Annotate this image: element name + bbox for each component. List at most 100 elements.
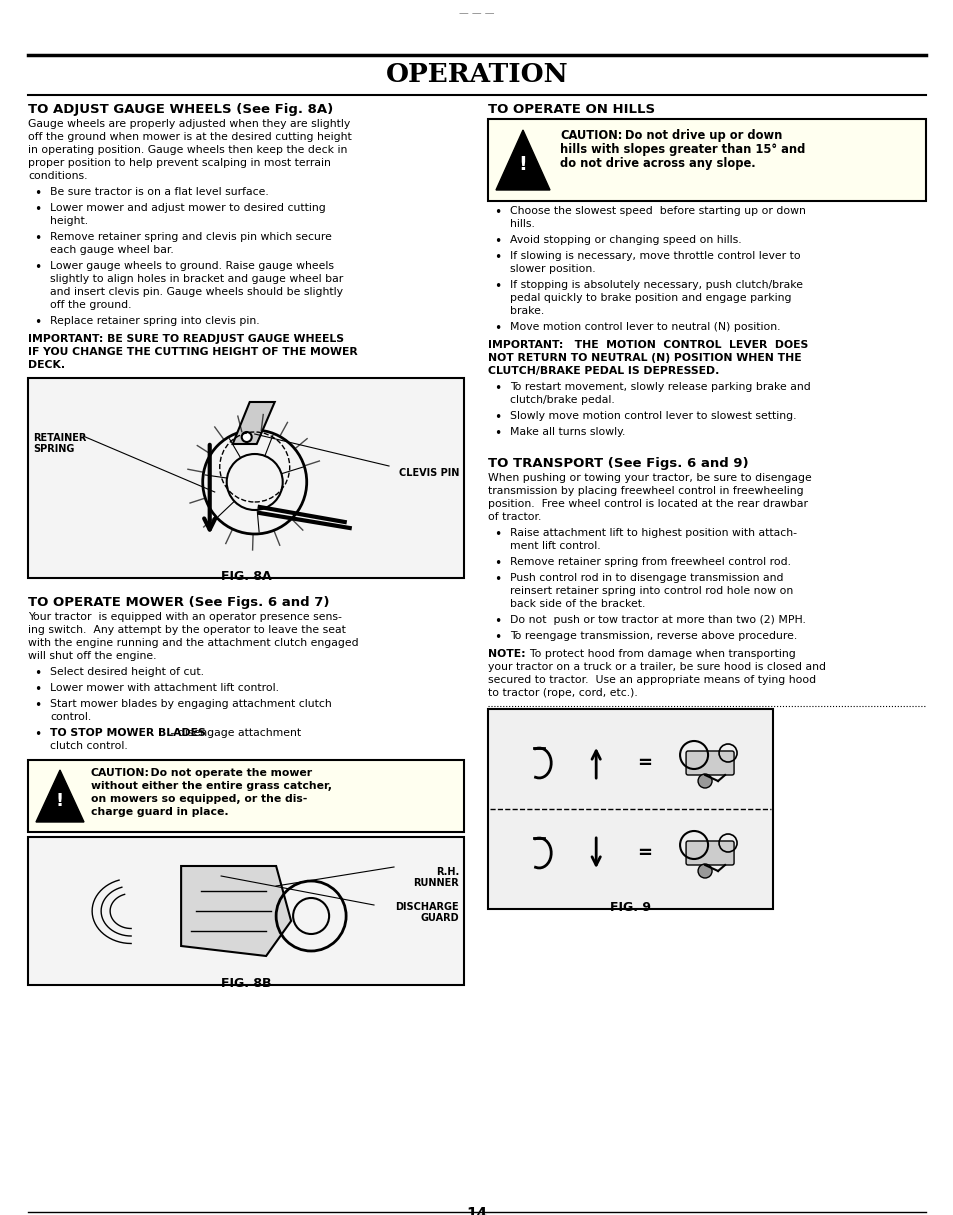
Text: Slowly move motion control lever to slowest setting.: Slowly move motion control lever to slow…: [510, 411, 796, 422]
Text: conditions.: conditions.: [28, 171, 88, 181]
Text: without either the entire grass catcher,: without either the entire grass catcher,: [91, 781, 332, 791]
Text: clutch/brake pedal.: clutch/brake pedal.: [510, 395, 614, 405]
Text: •: •: [494, 234, 500, 248]
FancyBboxPatch shape: [685, 841, 733, 865]
Text: back side of the bracket.: back side of the bracket.: [510, 599, 644, 609]
Text: slower position.: slower position.: [510, 264, 595, 275]
Text: ing switch.  Any attempt by the operator to leave the seat: ing switch. Any attempt by the operator …: [28, 625, 346, 635]
Text: control.: control.: [50, 712, 91, 722]
Text: TO OPERATE MOWER (See Figs. 6 and 7): TO OPERATE MOWER (See Figs. 6 and 7): [28, 597, 329, 609]
Text: Your tractor  is equipped with an operator presence sens-: Your tractor is equipped with an operato…: [28, 612, 341, 622]
Text: Be sure tractor is on a flat level surface.: Be sure tractor is on a flat level surfa…: [50, 187, 269, 197]
Text: hills with slopes greater than 15° and: hills with slopes greater than 15° and: [559, 143, 804, 156]
Text: •: •: [34, 728, 41, 741]
Text: Lower gauge wheels to ground. Raise gauge wheels: Lower gauge wheels to ground. Raise gaug…: [50, 261, 334, 271]
Text: When pushing or towing your tractor, be sure to disengage: When pushing or towing your tractor, be …: [488, 473, 811, 484]
Text: •: •: [494, 615, 500, 628]
Text: — — —: — — —: [458, 9, 495, 18]
Bar: [28, 378, 463, 578]
Text: •: •: [34, 187, 41, 200]
Text: Make all turns slowly.: Make all turns slowly.: [510, 426, 625, 437]
Bar: [488, 119, 925, 200]
Text: IMPORTANT: BE SURE TO READJUST GAUGE WHEELS: IMPORTANT: BE SURE TO READJUST GAUGE WHE…: [28, 334, 344, 344]
Text: NOTE:: NOTE:: [488, 649, 525, 659]
Text: FIG. 9: FIG. 9: [609, 902, 650, 914]
Text: If stopping is absolutely necessary, push clutch/brake: If stopping is absolutely necessary, pus…: [510, 279, 802, 290]
Text: Choose the slowest speed  before starting up or down: Choose the slowest speed before starting…: [510, 207, 805, 216]
Bar: [28, 837, 463, 985]
Bar: [28, 761, 463, 832]
Text: proper position to help prevent scalping in most terrain: proper position to help prevent scalping…: [28, 158, 331, 168]
Text: !: !: [518, 156, 527, 175]
Text: •: •: [34, 261, 41, 275]
Text: GUARD: GUARD: [420, 912, 458, 923]
Text: IMPORTANT:   THE  MOTION  CONTROL  LEVER  DOES: IMPORTANT: THE MOTION CONTROL LEVER DOES: [488, 340, 807, 350]
Text: To reengage transmission, reverse above procedure.: To reengage transmission, reverse above …: [510, 631, 797, 642]
Text: TO OPERATE ON HILLS: TO OPERATE ON HILLS: [488, 103, 655, 115]
Text: Replace retainer spring into clevis pin.: Replace retainer spring into clevis pin.: [50, 316, 259, 326]
Text: RETAINER: RETAINER: [33, 433, 87, 443]
Text: Remove retainer spring and clevis pin which secure: Remove retainer spring and clevis pin wh…: [50, 232, 332, 242]
Text: Lower mower and adjust mower to desired cutting: Lower mower and adjust mower to desired …: [50, 203, 325, 213]
Text: clutch control.: clutch control.: [50, 741, 128, 751]
Text: SPRING: SPRING: [33, 443, 74, 454]
Text: off the ground.: off the ground.: [50, 300, 132, 310]
Text: charge guard in place.: charge guard in place.: [91, 807, 229, 816]
Text: •: •: [34, 683, 41, 696]
Text: to tractor (rope, cord, etc.).: to tractor (rope, cord, etc.).: [488, 688, 638, 697]
Text: •: •: [494, 529, 500, 541]
Text: Do not  push or tow tractor at more than two (2) MPH.: Do not push or tow tractor at more than …: [510, 615, 805, 625]
Text: To protect hood from damage when transporting: To protect hood from damage when transpo…: [522, 649, 795, 659]
Text: OPERATION: OPERATION: [385, 62, 568, 87]
Text: - disengage attachment: - disengage attachment: [167, 728, 301, 738]
Text: each gauge wheel bar.: each gauge wheel bar.: [50, 245, 173, 255]
Text: height.: height.: [50, 216, 88, 226]
Text: R.H.: R.H.: [436, 868, 458, 877]
Text: •: •: [494, 426, 500, 440]
Text: CAUTION:: CAUTION:: [91, 768, 150, 778]
Polygon shape: [233, 402, 274, 443]
Text: •: •: [494, 556, 500, 570]
Circle shape: [698, 774, 711, 789]
Text: Start mower blades by engaging attachment clutch: Start mower blades by engaging attachmen…: [50, 699, 332, 710]
Text: TO STOP MOWER BLADES: TO STOP MOWER BLADES: [50, 728, 206, 738]
Text: with the engine running and the attachment clutch engaged: with the engine running and the attachme…: [28, 638, 358, 648]
Text: CLEVIS PIN: CLEVIS PIN: [398, 468, 458, 477]
Text: •: •: [494, 382, 500, 395]
Text: •: •: [494, 252, 500, 264]
Text: Do not drive up or down: Do not drive up or down: [617, 129, 781, 142]
Text: of tractor.: of tractor.: [488, 512, 540, 522]
Text: FIG. 8A: FIG. 8A: [220, 570, 271, 583]
Text: and insert clevis pin. Gauge wheels should be slightly: and insert clevis pin. Gauge wheels shou…: [50, 287, 343, 296]
Text: •: •: [34, 316, 41, 329]
Circle shape: [241, 433, 252, 442]
Text: Raise attachment lift to highest position with attach-: Raise attachment lift to highest positio…: [510, 529, 796, 538]
Text: =: =: [637, 844, 652, 861]
Text: Push control rod in to disengage transmission and: Push control rod in to disengage transmi…: [510, 573, 782, 583]
Text: Lower mower with attachment lift control.: Lower mower with attachment lift control…: [50, 683, 278, 693]
Text: position.  Free wheel control is located at the rear drawbar: position. Free wheel control is located …: [488, 499, 807, 509]
Text: To restart movement, slowly release parking brake and: To restart movement, slowly release park…: [510, 382, 810, 392]
Text: CAUTION:: CAUTION:: [559, 129, 621, 142]
Text: Avoid stopping or changing speed on hills.: Avoid stopping or changing speed on hill…: [510, 234, 740, 245]
Text: •: •: [34, 667, 41, 680]
Text: Gauge wheels are properly adjusted when they are slightly: Gauge wheels are properly adjusted when …: [28, 119, 350, 129]
Text: off the ground when mower is at the desired cutting height: off the ground when mower is at the desi…: [28, 132, 352, 142]
Text: DISCHARGE: DISCHARGE: [395, 902, 458, 912]
Text: FIG. 8B: FIG. 8B: [220, 977, 271, 990]
Text: do not drive across any slope.: do not drive across any slope.: [559, 157, 755, 170]
Text: •: •: [494, 322, 500, 335]
Text: your tractor on a truck or a trailer, be sure hood is closed and: your tractor on a truck or a trailer, be…: [488, 662, 825, 672]
Text: If slowing is necessary, move throttle control lever to: If slowing is necessary, move throttle c…: [510, 252, 800, 261]
Text: •: •: [494, 573, 500, 586]
Text: ment lift control.: ment lift control.: [510, 541, 600, 550]
Text: •: •: [494, 631, 500, 644]
Text: •: •: [34, 699, 41, 712]
Text: RUNNER: RUNNER: [413, 878, 458, 888]
Text: •: •: [34, 203, 41, 216]
Text: Remove retainer spring from freewheel control rod.: Remove retainer spring from freewheel co…: [510, 556, 790, 567]
Polygon shape: [36, 770, 84, 823]
Text: will shut off the engine.: will shut off the engine.: [28, 651, 156, 661]
Text: •: •: [494, 207, 500, 219]
Text: !: !: [56, 792, 64, 810]
